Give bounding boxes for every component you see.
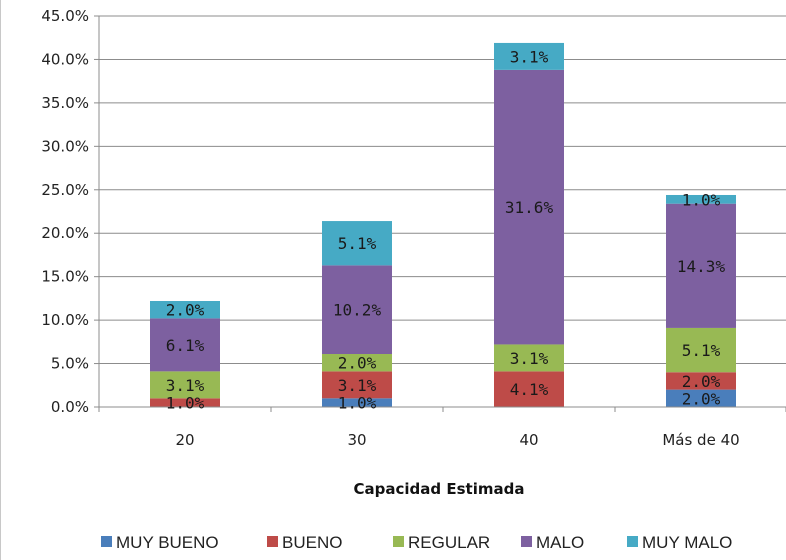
bar-segment (150, 398, 220, 407)
data-label: 4.1% (510, 380, 549, 399)
bar-segment (494, 42, 564, 70)
data-labels: 1.0%3.1%6.1%2.0%1.0%3.1%2.0%10.2%5.1%4.1… (166, 47, 726, 412)
data-label: 14.3% (677, 257, 726, 276)
bar-segment (150, 300, 220, 319)
y-tick-label: 35.0% (41, 94, 89, 112)
data-label: 3.1% (166, 376, 205, 395)
y-tick-label: 5.0% (51, 355, 89, 373)
legend-label: MUY BUENO (116, 533, 219, 552)
legend: MUY BUENO BUENO REGULAR MALO MUY MALO (101, 533, 732, 552)
data-label: 5.1% (338, 234, 377, 253)
y-tick-label: 0.0% (51, 398, 89, 416)
y-tick-label: 15.0% (41, 268, 89, 286)
bar-segment (322, 398, 392, 407)
data-label: 1.0% (338, 394, 377, 413)
y-tick-label: 10.0% (41, 311, 89, 329)
legend-swatch (521, 536, 532, 547)
data-label: 2.0% (682, 389, 721, 408)
x-tick-label: 30 (347, 431, 366, 449)
legend-swatch (393, 536, 404, 547)
bar-segment (322, 221, 392, 266)
y-tick-label: 45.0% (41, 7, 89, 25)
bar-segment (150, 318, 220, 372)
bars (150, 42, 736, 407)
bar-segment (494, 344, 564, 372)
data-label: 6.1% (166, 336, 205, 355)
legend-swatch (267, 536, 278, 547)
data-label: 1.0% (166, 394, 205, 413)
bar-segment (494, 371, 564, 407)
bar-segment (322, 371, 392, 399)
data-label: 2.0% (682, 372, 721, 391)
y-tick-label: 30.0% (41, 137, 89, 155)
data-label: 2.0% (338, 354, 377, 373)
legend-swatch (627, 536, 638, 547)
bar-segment (666, 389, 736, 407)
x-tick-label: 40 (519, 431, 538, 449)
y-tick-label: 20.0% (41, 224, 89, 242)
bar-segment (150, 371, 220, 399)
data-label: 3.1% (338, 376, 377, 395)
legend-label: MALO (536, 533, 584, 552)
bar-segment (322, 353, 392, 372)
bar-segment (666, 194, 736, 204)
data-label: 10.2% (333, 301, 382, 320)
data-label: 31.6% (505, 198, 554, 217)
bar-segment (494, 69, 564, 345)
data-label: 5.1% (682, 341, 721, 360)
bar-segment (666, 327, 736, 373)
x-tick-label: 20 (175, 431, 194, 449)
axes: 0.0% 5.0% 10.0% 15.0% 20.0% 25.0% 30.0% 35.0% 40… (41, 7, 786, 449)
bar-segment (666, 203, 736, 328)
bar-segment (666, 372, 736, 390)
legend-label: BUENO (282, 533, 342, 552)
legend-label: REGULAR (408, 533, 490, 552)
y-tick-label: 40.0% (41, 50, 89, 68)
x-axis-title: Capacidad Estimada (354, 480, 525, 498)
data-label: 1.0% (682, 190, 721, 209)
x-tick-label: Más de 40 (662, 431, 739, 449)
legend-swatch (101, 536, 112, 547)
data-label: 3.1% (510, 349, 549, 368)
bar-segment (322, 265, 392, 354)
data-label: 3.1% (510, 47, 549, 66)
y-tick-label: 25.0% (41, 181, 89, 199)
data-label: 2.0% (166, 301, 205, 320)
legend-label: MUY MALO (642, 533, 732, 552)
